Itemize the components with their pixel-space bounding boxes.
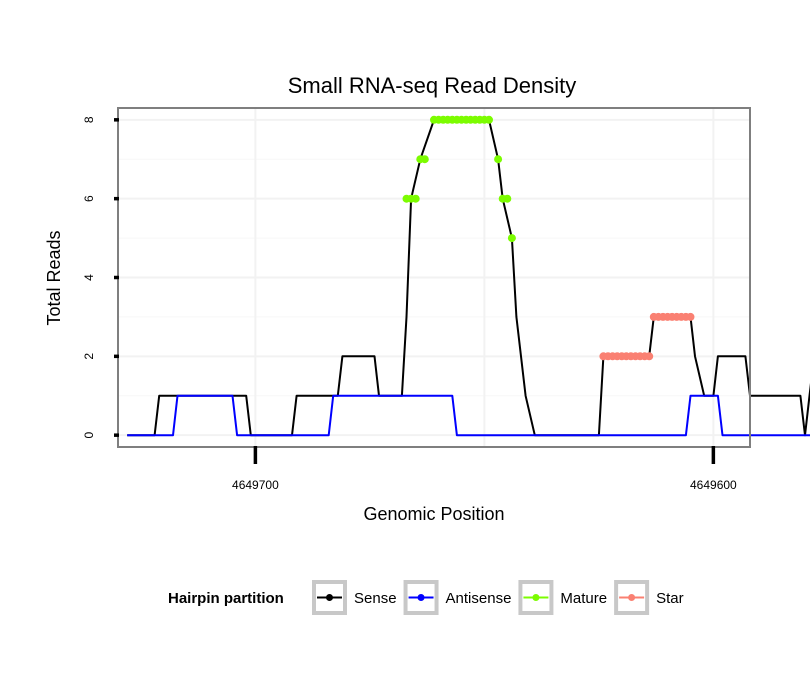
series-line-antisense [127,394,810,437]
legend-key-dot [628,594,636,601]
point-mature [411,194,420,203]
point-mature [503,194,512,203]
y-tick-label: 2 [82,353,96,360]
legend-label-sense: Sense [354,590,397,607]
point-star [645,352,654,361]
point-mature [494,155,503,164]
legend-title: Hairpin partition [168,590,284,607]
legend-key-dot [417,594,425,601]
x-axis: 4649700 4649600 [232,446,737,492]
legend-label-mature: Mature [560,590,607,607]
legend-key-dot [326,594,333,601]
y-tick-label: 8 [82,116,96,123]
y-tick-label: 6 [82,195,96,202]
x-axis-title: Genomic Position [363,504,504,524]
chart-title: Small RNA-seq Read Density [288,73,577,98]
legend-label-star: Star [656,590,684,607]
series-layer [127,115,810,437]
legend-label-antisense: Antisense [446,590,512,607]
y-axis-title: Total Reads [44,230,64,325]
point-mature [420,155,429,164]
point-star [686,312,695,321]
x-tick-label: 4649600 [690,478,737,492]
y-tick-label: 0 [82,432,96,439]
y-axis: 0 2 4 6 8 [82,116,119,439]
legend-key-dot [532,594,540,601]
x-tick-label: 4649700 [232,478,279,492]
point-mature [485,115,493,124]
point-mature [507,234,516,243]
y-tick-label: 4 [82,274,96,281]
legend: Sense Antisense Mature Star [312,580,684,615]
